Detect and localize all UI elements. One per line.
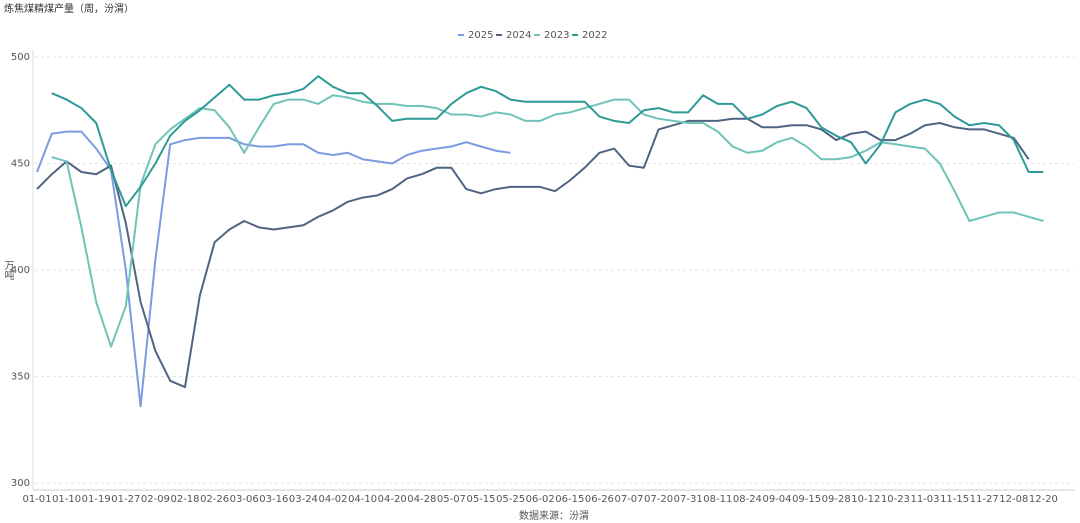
y-tick-label: 500 [11,52,30,63]
x-axis-title: 数据来源：汾渭 [519,509,589,522]
x-tick-label: 09-28 [822,494,851,505]
x-tick-label: 11-27 [970,494,999,505]
x-tick-label: 02-26 [200,494,229,505]
line-series [36,117,1030,389]
x-tick-label: 11-03 [910,494,939,505]
x-tick-label: 05-15 [466,494,495,505]
x-tick-label: 12-08 [999,494,1028,505]
x-tick-label: 08-11 [703,494,732,505]
x-tick-label: 11-15 [940,494,969,505]
x-tick-label: 12-20 [1029,494,1058,505]
legend-label: 2022 [582,30,607,41]
legend-label: 2024 [506,30,531,41]
x-tick-label: 06-15 [555,494,584,505]
y-tick-label: 450 [11,159,30,170]
x-tick-label: 01-19 [82,494,111,505]
x-tick-label: 10-23 [881,494,910,505]
x-tick-label: 07-07 [614,494,643,505]
x-tick-label: 04-28 [407,494,436,505]
x-tick-label: 02-09 [141,494,170,505]
x-tick-label: 09-15 [792,494,821,505]
x-tick-label: 04-20 [378,494,407,505]
x-tick-label: 04-10 [348,494,377,505]
y-tick-label: 300 [11,478,30,489]
line-series [36,130,511,408]
x-tick-label: 05-25 [496,494,525,505]
x-tick-label: 06-26 [585,494,614,505]
y-tick-label: 400 [11,265,30,276]
x-tick-label: 03-06 [230,494,259,505]
line-series [51,75,1044,208]
x-tick-label: 03-16 [259,494,288,505]
line-series [51,94,1044,348]
x-tick-label: 03-24 [289,494,318,505]
x-tick-label: 05-07 [437,494,466,505]
x-tick-label: 01-27 [111,494,140,505]
x-tick-label: 08-24 [733,494,762,505]
y-tick-label: 350 [11,372,30,383]
x-tick-label: 09-04 [762,494,791,505]
x-tick-label: 10-12 [851,494,880,505]
x-tick-label: 04-02 [318,494,347,505]
x-tick-label: 01-10 [52,494,81,505]
x-tick-label: 01-01 [22,494,51,505]
legend-label: 2025 [468,30,493,41]
chart-title: 炼焦煤精煤产量（周，汾渭） [4,2,134,15]
x-tick-label: 02-18 [170,494,199,505]
x-tick-label: 06-02 [526,494,555,505]
legend-label: 2023 [544,30,569,41]
y-axis-title: 万吨 [2,260,14,280]
x-tick-label: 07-31 [674,494,703,505]
x-tick-label: 07-20 [644,494,673,505]
